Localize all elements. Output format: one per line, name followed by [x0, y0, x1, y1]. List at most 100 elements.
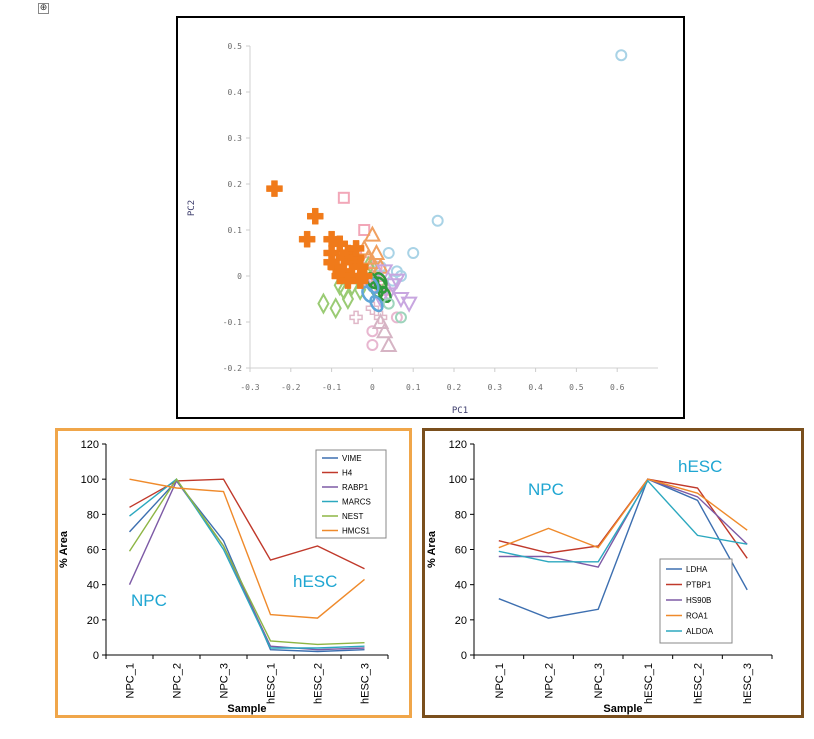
npc-markers-line-chart: 0 20 40 60 80 100 120 NPC_1 NPC_2 NPC_3 hESC_1 hESC… — [58, 439, 389, 715]
chart1-series-line-rabp1 — [128, 479, 365, 651]
pca-point — [390, 311, 403, 324]
hesc-markers-line-chart: 0 20 40 60 80 100 120 NPC_1 NPC_2 NPC_3 hESC_1 hESC… — [426, 439, 773, 715]
chart1-annotation-hesc: hESC — [293, 572, 337, 591]
pca-point — [358, 224, 371, 236]
chart2-legend-label: ALDOA — [686, 627, 714, 636]
pca-point — [331, 267, 349, 285]
pca-x-tick-label: 0.3 — [488, 383, 503, 392]
pca-point — [323, 253, 340, 271]
pca-point — [392, 292, 410, 309]
chart2-series-line-ldha — [498, 478, 748, 619]
chart2-series-line-aldoa — [498, 479, 748, 563]
pca-scatter-chart: -0.2 -0.1 0 0.1 0.2 0.3 0.4 0.5 -0.3 -0.2 -0.1 0 0.1… — [187, 42, 658, 416]
chart1-x-tick-label: hESC_3 — [360, 663, 372, 704]
chart2-legend-label: LDHA — [686, 565, 708, 574]
chart1-legend-label: H4 — [342, 469, 353, 478]
pca-point — [298, 230, 316, 248]
pca-point — [363, 253, 382, 270]
chart2-y-axis-title: % Area — [426, 530, 438, 568]
move-handle-icon[interactable]: ⊕ — [38, 3, 49, 14]
pca-point — [307, 207, 324, 225]
pca-x-tick-label: 0 — [370, 383, 375, 392]
pca-point — [407, 247, 420, 259]
pca-point — [366, 325, 379, 338]
chart1-x-tick-label: NPC_1 — [125, 663, 137, 698]
chart1-legend-label: NEST — [342, 512, 363, 521]
chart1-x-tick-label: NPC_2 — [172, 663, 184, 698]
chart2-x-tick-label: NPC_3 — [593, 663, 605, 698]
pca-x-axis-title: PC1 — [452, 406, 468, 416]
pca-point — [375, 322, 394, 339]
chart2-series-line-hs90b — [498, 478, 748, 568]
pca-y-tick-label: 0.3 — [228, 134, 243, 143]
pca-point — [369, 294, 384, 313]
chart2-x-axis-title: Sample — [603, 703, 642, 715]
chart2-legend-label: PTBP1 — [686, 581, 712, 590]
chart1-y-tick-label: 120 — [81, 439, 99, 451]
chart2-series-line-roa1 — [498, 478, 748, 549]
pca-point — [366, 339, 379, 351]
pca-point — [615, 49, 628, 62]
chart1-y-tick-label: 20 — [87, 615, 99, 627]
pca-point — [317, 292, 330, 315]
chart1-x-axis-title: Sample — [227, 703, 266, 715]
pca-point — [347, 240, 365, 257]
pca-y-tick-label: 0.2 — [228, 180, 243, 189]
chart2-legend-label: HS90B — [686, 596, 711, 605]
chart1-legend-label: VIME — [342, 454, 362, 463]
pca-point — [367, 243, 386, 260]
chart1-series-line-hmcs1 — [129, 478, 365, 619]
chart1-legend-box — [315, 449, 387, 539]
pca-point — [349, 310, 363, 325]
pca-x-tick-label: 0.1 — [406, 383, 421, 392]
chart1-y-tick-label: 80 — [87, 509, 99, 521]
chart1-annotation-npc: NPC — [131, 591, 167, 610]
pca-scatter-panel: -0.2 -0.1 0 0.1 0.2 0.3 0.4 0.5 -0.3 -0.2 -0.1 0 0.1… — [176, 16, 685, 419]
pca-point — [365, 301, 380, 315]
pca-y-tick-label: 0.4 — [228, 88, 243, 97]
pca-point — [355, 267, 373, 285]
chart2-y-tick-label: 100 — [449, 474, 467, 486]
chart1-series-line-marcs — [129, 478, 365, 649]
pca-x-tick-label: 0.2 — [447, 383, 462, 392]
pca-y-tick-label: 0 — [237, 272, 242, 281]
chart1-x-tick-label: NPC_3 — [219, 663, 231, 698]
pca-x-tick-label: -0.3 — [240, 383, 259, 392]
pca-point — [373, 276, 388, 294]
pca-point — [371, 312, 390, 329]
chart1-y-tick-label: 40 — [87, 580, 99, 592]
pca-y-tick-label: 0.1 — [228, 226, 243, 235]
pca-point — [375, 264, 394, 281]
chart1-legend-label: MARCS — [342, 498, 371, 507]
chart2-legend-label: ROA1 — [686, 612, 708, 621]
pca-x-tick-label: 0.4 — [528, 383, 543, 392]
chart2-annotation-npc: NPC — [528, 480, 564, 499]
chart1-y-tick-label: 0 — [93, 650, 99, 662]
pca-point — [266, 180, 283, 197]
chart1-y-axis-title: % Area — [58, 530, 70, 568]
chart2-y-tick-label: 0 — [461, 650, 467, 662]
pca-point — [400, 296, 418, 313]
chart2-y-tick-label: 80 — [455, 509, 467, 521]
pca-x-tick-label: -0.1 — [322, 383, 341, 392]
pca-point — [382, 297, 395, 310]
pca-point — [394, 311, 407, 324]
pca-point — [380, 335, 398, 352]
chart2-y-tick-label: 20 — [455, 615, 467, 627]
pca-point — [431, 214, 444, 227]
chart1-series-line-nest — [128, 477, 365, 646]
chart2-annotation-hesc: hESC — [678, 457, 722, 476]
pca-y-axis-title: PC2 — [187, 200, 197, 216]
pca-point — [339, 272, 357, 289]
chart2-legend-box — [659, 558, 733, 644]
pca-point — [341, 287, 355, 311]
pca-point — [363, 225, 382, 242]
chart1-y-tick-label: 60 — [87, 545, 99, 557]
pca-x-tick-label: -0.2 — [281, 383, 300, 392]
chart2-y-tick-label: 120 — [449, 439, 467, 451]
chart2-x-tick-label: NPC_1 — [494, 663, 506, 698]
pca-point — [329, 297, 342, 320]
chart1-legend-label: RABP1 — [342, 483, 369, 492]
chart2-x-tick-label: hESC_3 — [742, 663, 754, 704]
pca-y-tick-label: -0.1 — [223, 318, 242, 327]
